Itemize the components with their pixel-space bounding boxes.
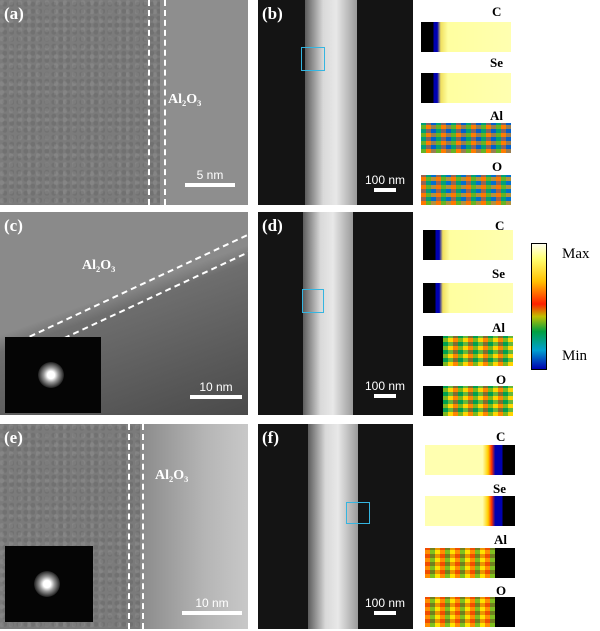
map-se-1 [421,73,511,103]
panel-c-tem: (c) Al₂O₃ 10 nm [0,212,248,415]
map-label-se-3: Se [493,481,506,496]
amorphous-coating-region [140,424,248,629]
map-label-o-1: O [492,159,503,174]
panel-label-b: (b) [262,4,283,23]
map-label-al-2: Al [492,320,505,335]
panel-f-haadf: (f) 100 nm [258,424,413,629]
map-c-1 [421,22,511,52]
panel-label-e: (e) [4,428,23,447]
panel-b-haadf: (b) 100 nm [258,0,413,205]
scale-line-f [374,611,396,615]
amorphous-coating-region [160,0,248,205]
roi-box-f [346,502,370,524]
boundary-dashed-line [148,0,166,205]
map-o-3 [425,597,515,627]
map-o-1 [421,175,511,205]
scale-text-f: 100 nm [364,596,406,610]
map-label-c-1: C [492,4,502,19]
diffraction-center [38,362,64,388]
map-label-se-2: Se [492,266,505,281]
scale-line-e [182,611,242,615]
panel-label-d: (d) [262,216,283,235]
scale-bar-f: 100 nm [364,596,406,615]
map-label-al-1: Al [490,108,503,123]
scale-bar-c: 10 nm [190,380,242,399]
map-label-o-2: O [496,372,507,387]
scale-bar-d: 100 nm [364,379,406,398]
map-al-2 [423,336,513,366]
panel-label-f: (f) [262,428,279,447]
map-label-al-3: Al [494,532,507,547]
panel-e-tem: (e) Al₂O₃ 10 nm [0,424,248,629]
al2o3-label-c: Al₂O₃ [82,258,116,273]
scale-text-a: 5 nm [196,168,224,182]
map-o-2 [423,386,513,416]
boundary-dashed-line [128,424,144,629]
scale-line-c [190,395,242,399]
map-se-3 [425,496,515,526]
scale-bar-b: 100 nm [364,173,406,192]
nanowire [305,0,357,205]
scale-line-b [374,188,396,192]
panel-a-tem: (a) Al₂O₃ 5 nm [0,0,248,205]
scale-bar-a: 5 nm [185,168,235,187]
panel-d-haadf: (d) 100 nm [258,212,413,415]
roi-box-b [301,47,325,71]
scale-bar-e: 10 nm [182,596,242,615]
saed-inset-c [5,337,101,413]
map-label-se-1: Se [490,55,503,70]
roi-box-d [302,289,324,313]
scale-text-c: 10 nm [199,380,233,394]
panel-label-c: (c) [4,216,23,235]
colorbar-max-label: Max [562,246,590,262]
colorbar-min-label: Min [562,348,588,364]
map-se-2 [423,283,513,313]
scale-text-e: 10 nm [195,596,229,610]
map-al-1 [421,123,511,153]
saed-inset-e [5,546,93,622]
scale-line-a [185,183,235,187]
nanowire [308,424,358,629]
map-label-c-2: C [495,218,505,233]
panel-label-a: (a) [4,4,24,23]
map-label-o-3: O [496,583,507,598]
map-c-3 [425,445,515,475]
map-c-2 [423,230,513,260]
nanowire [303,212,353,415]
map-al-3 [425,548,515,578]
diffraction-center [34,571,60,597]
al2o3-label-e: Al₂O₃ [155,468,189,483]
map-label-c-3: C [496,429,506,444]
scale-text-d: 100 nm [364,379,406,393]
scale-line-d [374,394,396,398]
al2o3-label-a: Al₂O₃ [168,92,202,107]
scale-text-b: 100 nm [364,173,406,187]
colorbar [531,243,547,370]
